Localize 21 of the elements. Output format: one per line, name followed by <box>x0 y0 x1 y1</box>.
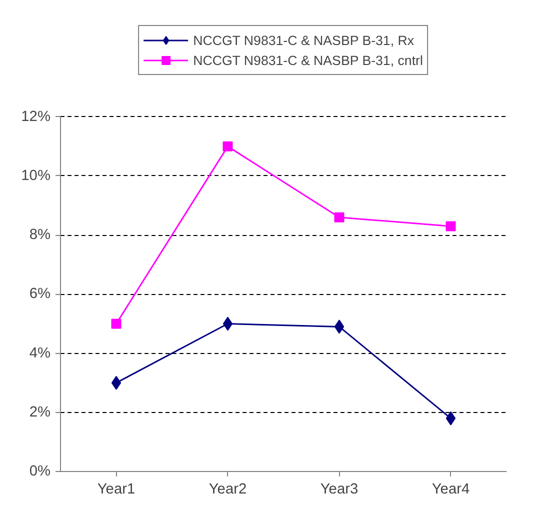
point <box>111 318 122 329</box>
point <box>222 316 233 331</box>
y-tick-label: 2% <box>29 404 51 420</box>
y-tick-label: 8% <box>29 227 51 244</box>
point <box>334 320 344 334</box>
legend-label: NCCGT N9831-C & NASBP B-31, cntrl <box>193 52 423 68</box>
point <box>446 221 456 232</box>
y-tick-label: 4% <box>29 345 51 362</box>
x-tick-label: Year2 <box>208 482 247 498</box>
x-tick-label: Year1 <box>97 482 136 498</box>
point <box>334 212 344 222</box>
point <box>111 376 122 390</box>
x-tick-label: Year3 <box>320 482 358 498</box>
x-tick-label: Year4 <box>432 482 470 498</box>
y-tick-label: 10% <box>21 168 51 184</box>
legend-label: NCCGT N9831-C & NASBP B-31, Rx <box>193 32 414 48</box>
y-tick-label: 0% <box>29 464 51 480</box>
y-tick-label: 6% <box>29 286 51 302</box>
point <box>222 141 233 152</box>
y-tick-label: 12% <box>21 108 51 125</box>
point <box>446 411 456 426</box>
